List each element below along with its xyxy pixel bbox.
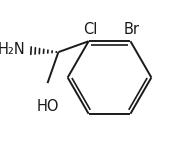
Text: Cl: Cl	[83, 22, 97, 37]
Text: Br: Br	[124, 22, 140, 37]
Text: HO: HO	[36, 99, 59, 114]
Text: H₂N: H₂N	[0, 42, 25, 57]
